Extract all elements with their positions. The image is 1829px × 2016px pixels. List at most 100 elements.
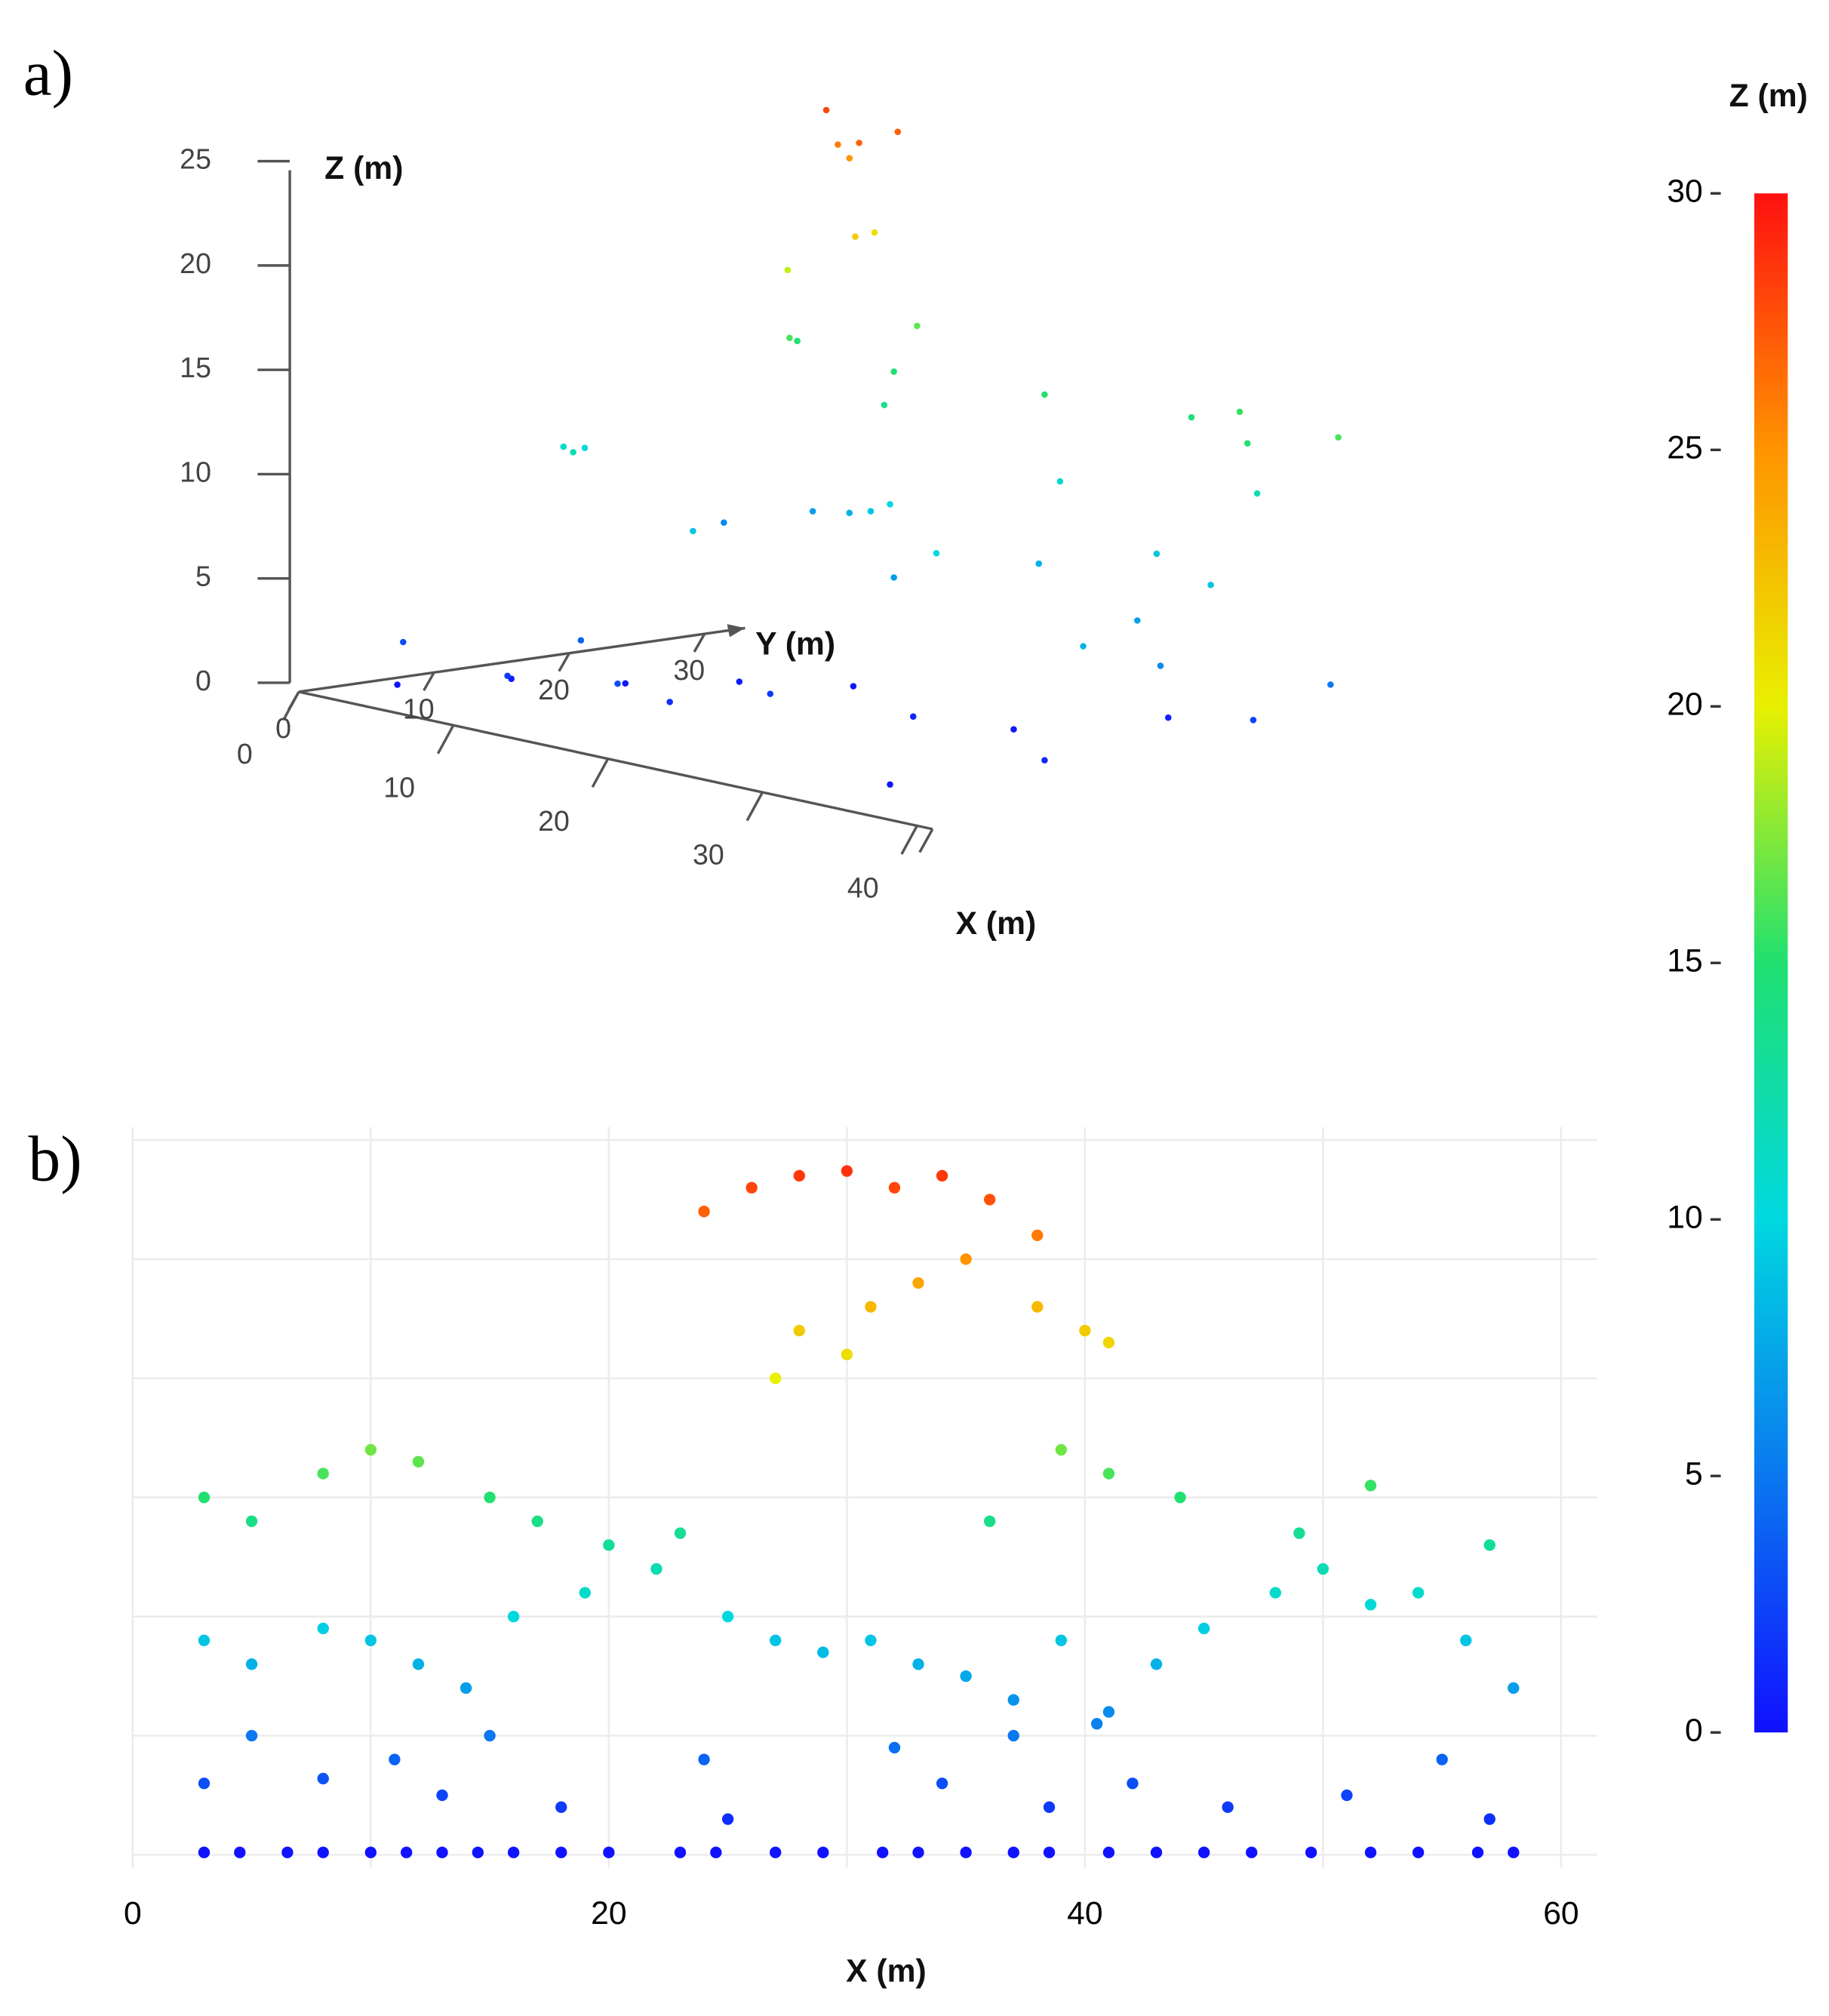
point xyxy=(1222,1801,1234,1813)
point xyxy=(674,1846,687,1858)
point xyxy=(1031,1301,1044,1313)
point xyxy=(1043,1846,1056,1858)
point xyxy=(507,1846,520,1858)
point xyxy=(767,690,774,697)
point xyxy=(835,141,841,148)
point xyxy=(317,1467,329,1480)
z-tick-label: 25 xyxy=(180,143,211,175)
x-axis-end xyxy=(918,828,934,853)
point xyxy=(1246,1846,1258,1858)
point xyxy=(721,519,727,526)
point xyxy=(794,337,801,345)
x-tick-label: 10 xyxy=(383,772,415,804)
point xyxy=(460,1682,472,1694)
z-tick-label: 10 xyxy=(180,456,211,487)
point xyxy=(770,1846,782,1858)
point xyxy=(1102,1467,1115,1480)
point xyxy=(1305,1846,1317,1858)
colorbar-title: Z (m) xyxy=(1729,78,1808,114)
point xyxy=(389,1753,401,1766)
colorbar-tick-label: 0 xyxy=(1685,1712,1703,1748)
point xyxy=(555,1846,567,1858)
x-axis-label: X (m) xyxy=(956,905,1037,942)
point xyxy=(1364,1846,1377,1858)
point xyxy=(912,1658,924,1670)
point xyxy=(793,1324,805,1337)
point xyxy=(1102,1706,1115,1718)
z-tick-label: 15 xyxy=(180,352,211,383)
point xyxy=(400,638,407,646)
point xyxy=(1080,643,1087,650)
point xyxy=(1165,714,1172,721)
point xyxy=(1269,1587,1281,1599)
point xyxy=(1253,490,1261,497)
point xyxy=(912,1846,924,1858)
x-tick-label: 30 xyxy=(693,838,724,870)
point xyxy=(890,368,897,375)
colorbar-tick-label: 15 xyxy=(1667,943,1702,979)
x-axis xyxy=(298,690,933,831)
point xyxy=(856,140,862,146)
point xyxy=(721,1813,734,1825)
point xyxy=(841,1165,853,1177)
point xyxy=(936,1169,948,1182)
point xyxy=(793,1169,805,1182)
y-tick xyxy=(558,652,570,672)
point xyxy=(400,1846,413,1858)
point xyxy=(531,1515,543,1527)
colorbar-tick-label: 25 xyxy=(1667,430,1702,466)
y-tick-label: 10 xyxy=(403,693,435,724)
x-axis-label: X (m) xyxy=(846,1953,927,1990)
point xyxy=(198,1846,211,1858)
point xyxy=(1483,1813,1495,1825)
point xyxy=(1508,1846,1520,1858)
point xyxy=(984,1515,996,1527)
point xyxy=(484,1491,496,1504)
point xyxy=(245,1658,258,1670)
y-tick-label: 20 xyxy=(538,674,570,705)
colorbar-tick-label: 20 xyxy=(1667,687,1702,723)
y-tick-label: 0 xyxy=(275,712,291,744)
x-tick-label: 60 xyxy=(1543,1895,1578,1931)
point xyxy=(1157,662,1164,669)
point xyxy=(852,233,859,240)
point xyxy=(1244,440,1251,447)
colorbar-tick-label: 10 xyxy=(1667,1200,1702,1236)
point xyxy=(1056,478,1064,485)
point xyxy=(560,443,567,450)
point xyxy=(1364,1480,1377,1492)
point xyxy=(1035,560,1042,567)
z-tick-label: 0 xyxy=(195,665,211,696)
point xyxy=(198,1491,211,1504)
point xyxy=(912,1277,924,1289)
point xyxy=(1010,726,1017,733)
y-axis-label: Y (m) xyxy=(755,626,835,662)
point xyxy=(1041,391,1048,398)
point xyxy=(412,1658,425,1670)
point xyxy=(888,1182,901,1194)
point xyxy=(1079,1324,1091,1337)
point xyxy=(887,501,893,508)
panel-label: b) xyxy=(29,1124,82,1195)
point xyxy=(674,1527,687,1539)
point xyxy=(850,683,857,690)
point xyxy=(1197,1622,1210,1635)
point xyxy=(960,1253,972,1265)
point xyxy=(809,508,816,515)
colorbar-tick-label: 30 xyxy=(1667,174,1702,210)
point xyxy=(1150,1658,1163,1670)
point xyxy=(736,678,743,685)
point xyxy=(364,1443,377,1456)
z-tick-label: 20 xyxy=(180,247,211,279)
point xyxy=(198,1634,211,1646)
point xyxy=(364,1846,377,1858)
point xyxy=(1508,1682,1520,1694)
point xyxy=(1460,1634,1472,1646)
colorbar xyxy=(1754,193,1788,1733)
point xyxy=(317,1772,329,1785)
point xyxy=(603,1846,615,1858)
point xyxy=(698,1206,710,1218)
point xyxy=(817,1646,829,1658)
x-tick-label: 40 xyxy=(1067,1895,1102,1931)
point xyxy=(1055,1443,1068,1456)
